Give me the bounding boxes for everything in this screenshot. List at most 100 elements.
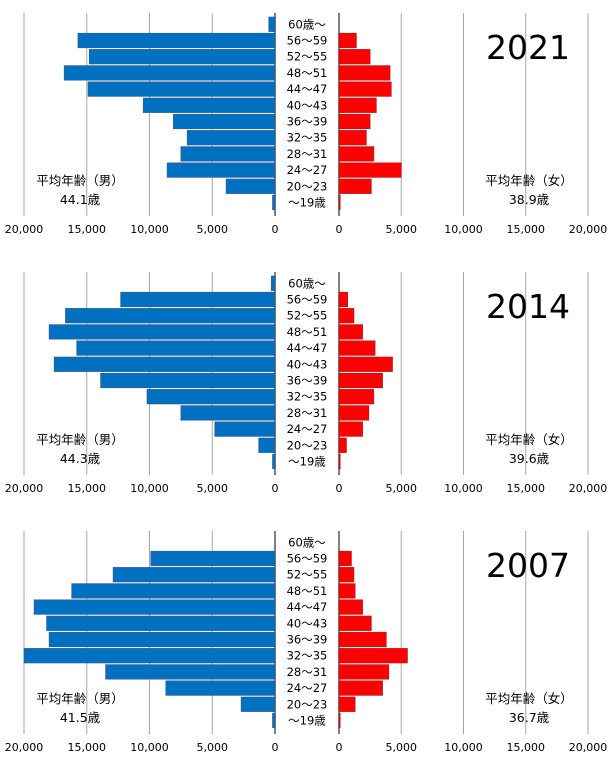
panel-2021-bar-female-11 xyxy=(338,194,341,211)
panel-2007-age-label: 24～27 xyxy=(287,681,328,695)
panel-2014-tick-label: 0 xyxy=(336,482,343,495)
panel-2014-avg-female-value: 39.6歳 xyxy=(509,451,550,466)
panel-2014-age-label: ～19歳 xyxy=(288,455,326,469)
panel-2014-tick-label: 15,000 xyxy=(68,482,107,495)
panel-2021-tick-label: 10,000 xyxy=(130,223,169,236)
panel-2007-avg-female-value: 36.7歳 xyxy=(509,710,550,725)
panel-2007-tick-label: 0 xyxy=(272,741,279,754)
panel-2021-bar-female-2 xyxy=(338,49,371,65)
panel-2007-year-title: 2007 xyxy=(486,546,570,585)
panel-2021-bar-male-10 xyxy=(225,178,276,194)
panel-2014-age-label: 60歳～ xyxy=(288,276,326,290)
panel-2014-bar-male-8 xyxy=(180,405,276,421)
panel-2014-tick-label: 10,000 xyxy=(130,482,169,495)
panel-2021-age-label: 40～43 xyxy=(287,98,328,112)
panel-2021-age-label: 32～35 xyxy=(287,131,328,145)
panel-2014-bar-female-1 xyxy=(338,291,349,308)
panel-2007-bar-male-9 xyxy=(165,680,276,696)
panel-2014-age-label: 28～31 xyxy=(287,406,328,420)
panel-2007-bar-female-1 xyxy=(338,550,352,567)
panel-2007-tick-label: 15,000 xyxy=(507,741,546,754)
panel-2014-age-label: 36～39 xyxy=(287,374,328,388)
panel-2021-year-title: 2021 xyxy=(486,28,570,67)
panel-2021-age-label: 28～31 xyxy=(287,147,328,161)
panel-2014-tick-label: 5,000 xyxy=(197,482,229,495)
panel-2021-tick-label: 10,000 xyxy=(444,223,483,236)
panel-2014-age-label: 48～51 xyxy=(287,325,328,339)
panel-2007-avg-male-value: 41.5歳 xyxy=(60,710,101,725)
panel-2007-age-label: 60歳～ xyxy=(288,535,326,549)
panel-2007-age-label: 56～59 xyxy=(287,552,328,566)
panel-2021-bar-female-3 xyxy=(338,65,391,81)
panel-2014-age-label: 40～43 xyxy=(287,357,328,371)
panel-2007-bar-female-5 xyxy=(338,615,372,631)
panel-2014-bar-male-4 xyxy=(76,340,276,356)
panel-2007-age-label: 40～43 xyxy=(287,616,328,630)
panel-2021-age-label: 36～39 xyxy=(287,115,328,129)
panel-2014-avg-male-label: 平均年齢（男） xyxy=(36,432,124,447)
panel-2021-bar-female-9 xyxy=(338,162,402,178)
panel-2014-bar-male-1 xyxy=(120,291,276,308)
panel-2007-bar-female-7 xyxy=(338,648,408,664)
panel-2021-tick-label: 5,000 xyxy=(197,223,229,236)
panel-2021-bar-female-7 xyxy=(338,130,367,146)
panel-2007-bar-male-8 xyxy=(105,664,276,680)
panel-2021-bar-female-10 xyxy=(338,178,372,194)
panel-2014-bar-female-9 xyxy=(338,421,363,437)
panel-2014-bar-male-3 xyxy=(48,324,276,340)
panel-2007-bar-male-3 xyxy=(71,583,276,599)
panel-2021-bar-male-5 xyxy=(142,97,276,113)
panel-2007-tick-label: 5,000 xyxy=(197,741,229,754)
panel-2021-bar-male-7 xyxy=(186,130,276,146)
panel-2014-tick-label: 20,000 xyxy=(569,482,608,495)
panel-2007-bar-female-6 xyxy=(338,631,387,648)
panel-2007-age-label: ～19歳 xyxy=(288,714,326,728)
panel-2021-age-label: ～19歳 xyxy=(288,196,326,210)
panel-2007-bar-female-3 xyxy=(338,583,356,599)
panel-2007-age-label: 44～47 xyxy=(287,600,328,614)
panel-2014-bar-female-4 xyxy=(338,340,376,356)
panel-2014-avg-male-value: 44.3歳 xyxy=(60,451,101,466)
panel-2007-bar-female-2 xyxy=(338,567,355,583)
panel-2007-age-label: 52～55 xyxy=(287,568,328,582)
panel-2021-tick-label: 0 xyxy=(336,223,343,236)
panel-2014-age-label: 24～27 xyxy=(287,422,328,436)
panel-2007-bar-female-9 xyxy=(338,680,383,696)
panel-2021-age-label: 20～23 xyxy=(287,179,328,193)
panel-2007-tick-label: 15,000 xyxy=(68,741,107,754)
panel-2014-bar-female-8 xyxy=(338,405,370,421)
panel-2021-avg-male-value: 44.1歳 xyxy=(60,192,101,207)
panel-2021-bar-female-5 xyxy=(338,97,377,113)
panel-2007-bar-male-6 xyxy=(48,631,276,648)
panel-2007-avg-female-label: 平均年齢（女） xyxy=(485,691,573,706)
panel-2007-tick-label: 10,000 xyxy=(130,741,169,754)
panel-2014-bar-female-6 xyxy=(338,372,383,389)
panel-2014-bar-male-0 xyxy=(270,275,276,291)
panel-2021-bar-male-8 xyxy=(180,146,276,162)
panel-2014-bar-female-3 xyxy=(338,324,363,340)
panel-2021-bar-male-1 xyxy=(77,32,276,49)
panel-2021-bar-male-6 xyxy=(173,113,276,130)
panel-2021-tick-label: 20,000 xyxy=(569,223,608,236)
panel-2014-bar-male-9 xyxy=(214,421,276,437)
panel-2014-bar-male-5 xyxy=(53,356,276,372)
panel-2007-bar-male-5 xyxy=(46,615,276,631)
panel-2007-bar-male-11 xyxy=(272,712,276,729)
panel-2007-bar-male-7 xyxy=(23,648,276,664)
panel-2021-bar-male-2 xyxy=(88,49,276,65)
panel-2021-bar-male-3 xyxy=(63,65,276,81)
panel-2007-avg-male-label: 平均年齢（男） xyxy=(36,691,124,706)
panel-2014-age-label: 20～23 xyxy=(287,438,328,452)
panel-2021-age-label: 60歳～ xyxy=(288,17,326,31)
panel-2014-age-label: 32～35 xyxy=(287,390,328,404)
panel-2021-tick-label: 20,000 xyxy=(5,223,44,236)
panel-2021-avg-female-value: 38.9歳 xyxy=(509,192,550,207)
panel-2021-bar-male-0 xyxy=(268,16,276,32)
panel-2007-bar-male-4 xyxy=(33,599,276,615)
panel-2007-tick-label: 20,000 xyxy=(569,741,608,754)
panel-2014-age-label: 52～55 xyxy=(287,309,328,323)
panel-2021-bar-female-4 xyxy=(338,81,392,97)
panel-2014-tick-label: 0 xyxy=(272,482,279,495)
panel-2021-bar-female-6 xyxy=(338,113,371,130)
panel-2007-bar-male-1 xyxy=(150,550,276,567)
